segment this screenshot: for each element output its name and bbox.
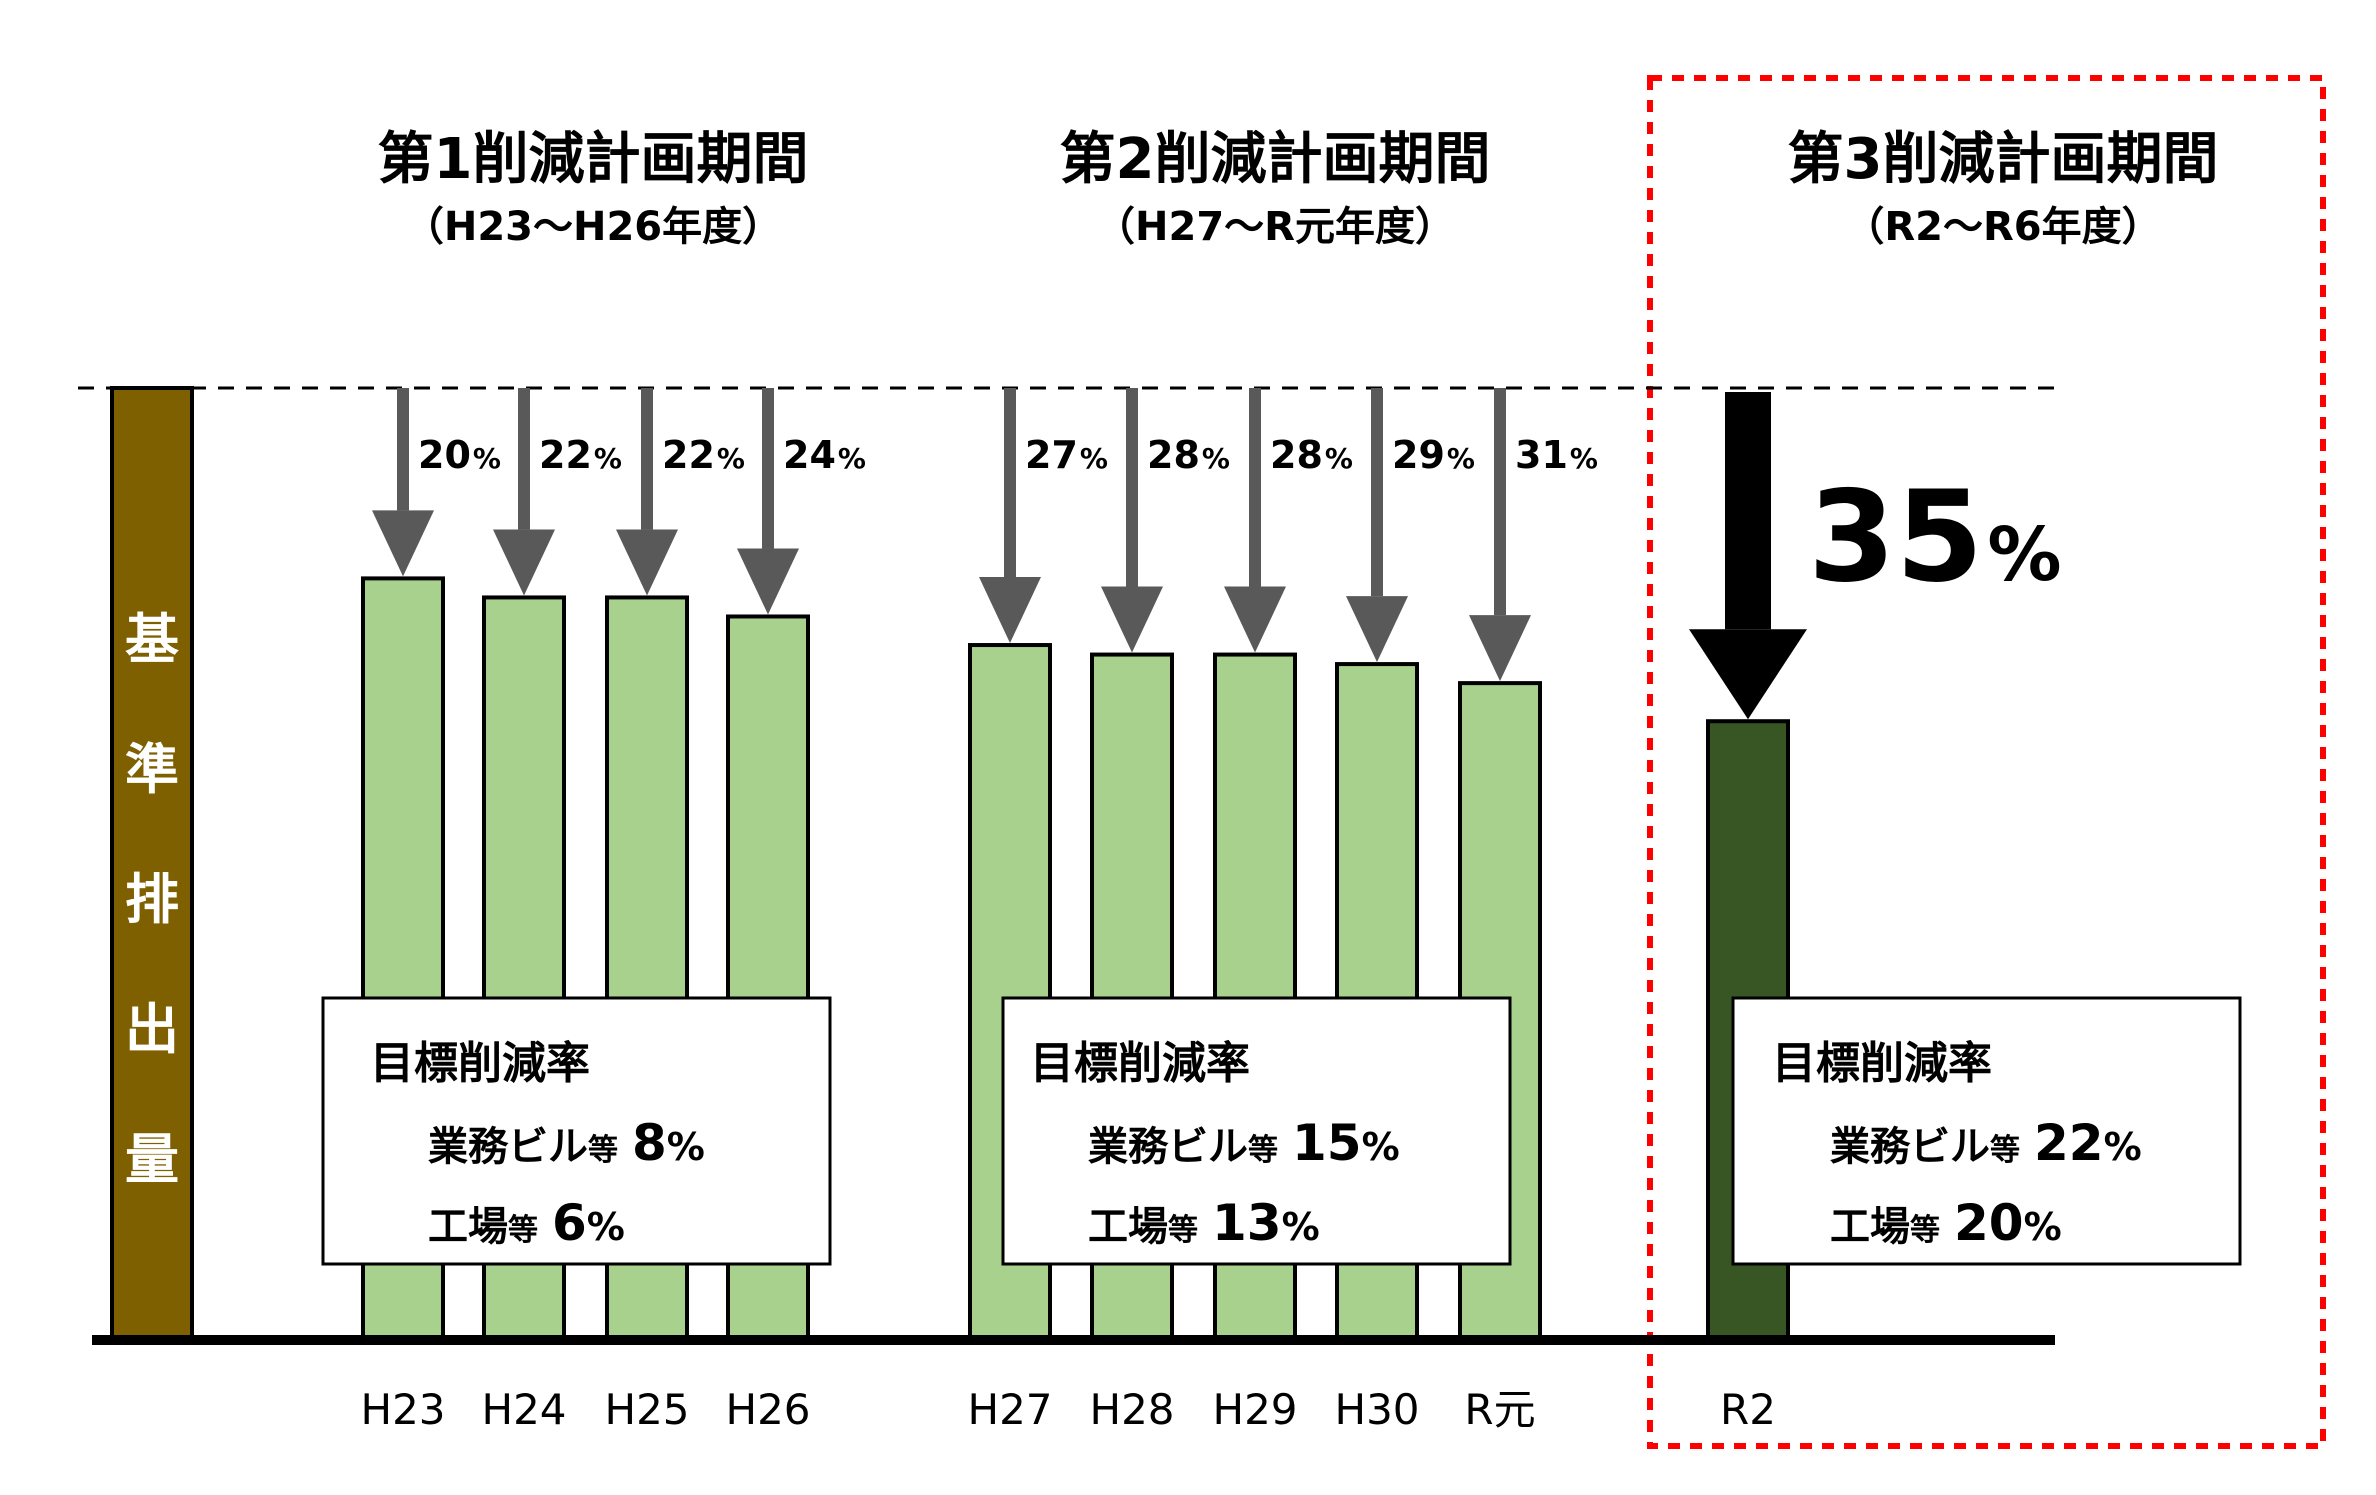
period1-target-office-unit: %: [667, 1125, 705, 1169]
period3-target-box: 目標削減率 業務ビル等 22% 工場等 20%: [1731, 996, 2242, 1266]
reduction-label-H30: 29%: [1392, 433, 1475, 477]
reduction-arrow-R元-shaft: [1494, 388, 1506, 616]
period2-target-factory-value: 13: [1212, 1194, 1282, 1252]
reduction-arrow-H23-head: [372, 510, 434, 577]
period1-target-box: 目標削減率 業務ビル等 8% 工場等 6%: [321, 996, 832, 1266]
period3-target-factory-value: 20: [1954, 1194, 2024, 1252]
period3-target-office-value: 22: [2034, 1114, 2104, 1172]
period3-subtitle: （R2～R6年度）: [1844, 204, 2161, 250]
x-tick-label-H25: H25: [604, 1385, 689, 1434]
reduction-label-H27: 27%: [1025, 433, 1108, 477]
reduction-label-H23: 20%: [418, 433, 501, 477]
period2-target-factory: 工場等 13%: [1088, 1194, 1320, 1252]
reduction-label-H29: 28%: [1270, 433, 1353, 477]
reduction-arrow-H30-head: [1346, 596, 1408, 663]
x-tick-label-R元: R元: [1464, 1385, 1535, 1434]
reduction-arrow-H24-head: [493, 529, 555, 596]
period3-target-office-suffix: 等: [1990, 1133, 2020, 1168]
period1-target-heading: 目標削減率: [370, 1038, 590, 1089]
reduction-arrow-H24-shaft: [518, 388, 530, 530]
reduction-arrow-H28-shaft: [1126, 388, 1138, 587]
period3-target-office: 業務ビル等 22%: [1830, 1114, 2142, 1172]
period3-target-factory-category: 工場: [1830, 1204, 1910, 1250]
chart-marks: 20% H23 22% H24 22% H25 24% H26 27% H27 28% H28 28% H…: [360, 388, 2062, 1434]
period1-target-office: 業務ビル等 8%: [428, 1114, 705, 1172]
period3-target-office-unit: %: [2104, 1125, 2142, 1169]
reduction-arrow-H29-head: [1224, 586, 1286, 653]
period2-target-factory-suffix: 等: [1168, 1213, 1198, 1248]
x-tick-label-H26: H26: [725, 1385, 810, 1434]
reduction-arrow-R2-head: [1689, 629, 1807, 720]
reduction-label-R元: 31%: [1515, 433, 1598, 477]
period3-target-factory: 工場等 20%: [1830, 1194, 2062, 1252]
period2-target-office-unit: %: [1362, 1125, 1400, 1169]
reduction-label-H24: 22%: [539, 433, 622, 477]
period2-target-factory-category: 工場: [1088, 1204, 1168, 1250]
period1-target-factory: 工場等 6%: [428, 1194, 625, 1252]
reduction-label-H26: 24%: [783, 433, 866, 477]
reduction-arrow-H23-shaft: [397, 388, 409, 511]
x-tick-label-H24: H24: [481, 1385, 566, 1434]
baseline-bar: [110, 386, 194, 1342]
reduction-arrow-H27-head: [979, 577, 1041, 644]
x-tick-label-R2: R2: [1720, 1385, 1776, 1434]
reduction-arrow-H30-shaft: [1371, 388, 1383, 597]
period3-target-office-category: 業務ビル: [1830, 1124, 1990, 1170]
reduction-label-H28: 28%: [1147, 433, 1230, 477]
baseline-label-char: 排: [125, 868, 179, 931]
baseline-label-char: 出: [125, 998, 179, 1061]
period1-target-office-value: 8: [632, 1114, 667, 1172]
period3-highlight-frame: [1647, 75, 2326, 1449]
reduction-arrow-R元-head: [1469, 615, 1531, 682]
baseline-label-char: 準: [125, 738, 179, 801]
x-tick-label-H23: H23: [360, 1385, 445, 1434]
period1-subtitle: （H23～H26年度）: [404, 204, 782, 250]
reduction-label-R2: 35%: [1808, 463, 2062, 610]
period1-title: 第1削減計画期間: [378, 127, 809, 192]
period1-target-office-suffix: 等: [588, 1133, 618, 1168]
period2-target-office-value: 15: [1292, 1114, 1362, 1172]
x-tick-label-H29: H29: [1212, 1385, 1297, 1434]
period3-title: 第3削減計画期間: [1788, 127, 2219, 192]
reduction-arrow-H28-head: [1101, 586, 1163, 653]
period2-target-factory-unit: %: [1282, 1205, 1320, 1249]
period2-subtitle: （H27～R元年度）: [1095, 204, 1455, 250]
reduction-label-H25: 22%: [662, 433, 745, 477]
reduction-arrow-H26-shaft: [762, 388, 774, 549]
x-tick-label-H28: H28: [1089, 1385, 1174, 1434]
period2-title: 第2削減計画期間: [1060, 127, 1491, 192]
reduction-arrow-H25-shaft: [641, 388, 653, 530]
period1-target-factory-value: 6: [552, 1194, 587, 1252]
period1-target-factory-suffix: 等: [508, 1213, 538, 1248]
x-tick-label-H30: H30: [1334, 1385, 1419, 1434]
period1-target-factory-unit: %: [587, 1205, 625, 1249]
period2-target-office-category: 業務ビル: [1088, 1124, 1248, 1170]
period3-target-factory-suffix: 等: [1910, 1213, 1940, 1248]
period1-target-office-category: 業務ビル: [428, 1124, 588, 1170]
period2-target-box: 目標削減率 業務ビル等 15% 工場等 13%: [1001, 996, 1512, 1266]
x-tick-label-H27: H27: [967, 1385, 1052, 1434]
baseline-label-char: 量: [125, 1128, 179, 1191]
reduction-arrow-H29-shaft: [1249, 388, 1261, 587]
period2-target-office: 業務ビル等 15%: [1088, 1114, 1400, 1172]
baseline-label-char: 基: [125, 608, 179, 671]
reduction-arrow-H25-head: [616, 529, 678, 596]
period1-target-factory-category: 工場: [428, 1204, 508, 1250]
period2-target-office-suffix: 等: [1248, 1133, 1278, 1168]
period3-target-factory-unit: %: [2024, 1205, 2062, 1249]
period3-target-heading: 目標削減率: [1772, 1038, 1992, 1089]
reduction-arrow-R2-shaft: [1725, 392, 1771, 630]
period2-target-heading: 目標削減率: [1030, 1038, 1250, 1089]
reduction-arrow-H26-head: [737, 548, 799, 615]
reduction-arrow-H27-shaft: [1004, 388, 1016, 578]
